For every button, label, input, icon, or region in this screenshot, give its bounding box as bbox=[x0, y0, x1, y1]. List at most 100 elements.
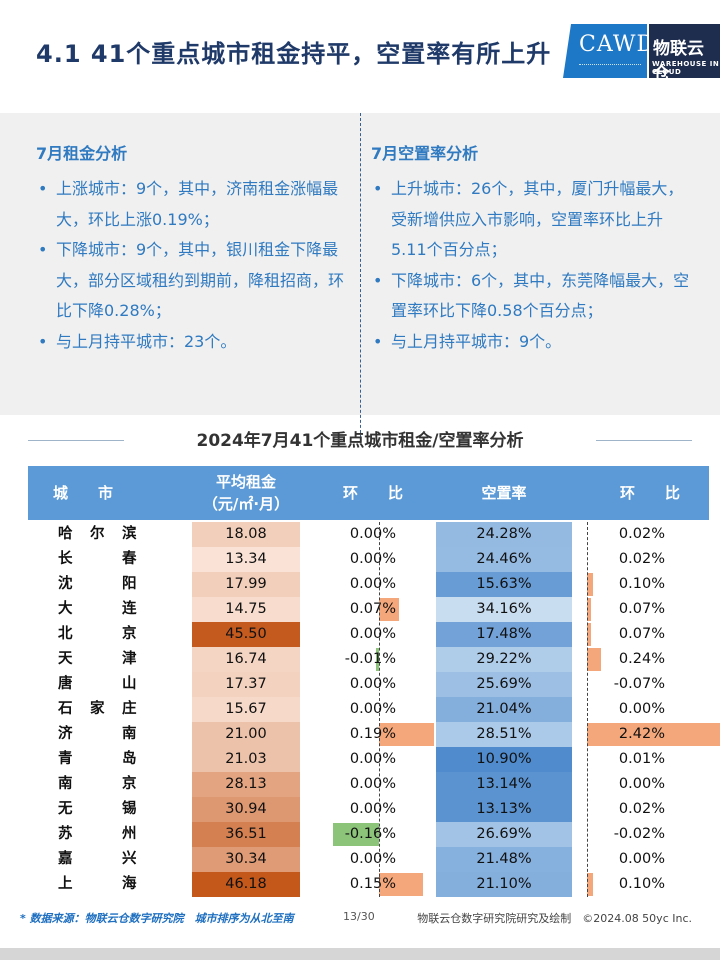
table-row: 上海 46.18 0.15% 21.10% 0.10% bbox=[0, 872, 720, 897]
rent-change-value: -0.16% bbox=[344, 826, 396, 842]
city-char: 北 bbox=[58, 626, 73, 642]
city-char: 唐 bbox=[58, 676, 73, 692]
table-row: 大连 14.75 0.07% 34.16% 0.07% bbox=[0, 597, 720, 622]
vacancy-value: 24.28% bbox=[436, 522, 572, 547]
header-rent-label: 平均租金 bbox=[215, 473, 276, 491]
city-cell: 长春 bbox=[58, 547, 137, 572]
vacancy-value: 15.63% bbox=[436, 572, 572, 597]
vacancy-value: 26.69% bbox=[436, 822, 572, 847]
rent-value: 45.50 bbox=[192, 622, 300, 647]
rent-change-value: 0.00% bbox=[349, 851, 396, 867]
city-char: 济 bbox=[58, 726, 73, 742]
vacancy-bullet: 与上月持平城市：9个。 bbox=[371, 327, 693, 358]
vacancy-change-value: 0.02% bbox=[618, 551, 665, 567]
vacancy-change-axis bbox=[587, 522, 588, 897]
vacancy-value: 21.04% bbox=[436, 697, 572, 722]
logo-en-text: WAREHOUSE IN CLOUD bbox=[652, 60, 720, 76]
header-vacancy: 空置率 bbox=[481, 484, 527, 502]
rent-value: 17.37 bbox=[192, 672, 300, 697]
cawd-logo-text: CAWD bbox=[579, 32, 656, 57]
vacancy-analysis-heading: 7月空置率分析 bbox=[371, 144, 479, 163]
table-row: 北京 45.50 0.00% 17.48% 0.07% bbox=[0, 622, 720, 647]
rent-change-bar bbox=[379, 873, 423, 896]
rent-value: 18.08 bbox=[192, 522, 300, 547]
vacancy-change-value: 0.00% bbox=[618, 701, 665, 717]
vacancy-value: 28.51% bbox=[436, 722, 572, 747]
city-char: 天 bbox=[58, 651, 73, 667]
vacancy-value: 10.90% bbox=[436, 747, 572, 772]
table-row: 青岛 21.03 0.00% 10.90% 0.01% bbox=[0, 747, 720, 772]
rent-change-value: 0.00% bbox=[349, 751, 396, 767]
header-rent-unit: （元/㎡·月） bbox=[202, 495, 290, 513]
vacancy-change-bar bbox=[587, 623, 592, 646]
vacancy-change-value: 0.01% bbox=[618, 751, 665, 767]
city-cell: 南京 bbox=[58, 772, 137, 797]
city-char: 海 bbox=[122, 876, 137, 892]
table-header: 城 市 平均租金 （元/㎡·月） 环 比 空置率 环 比 bbox=[28, 466, 709, 520]
city-char: 连 bbox=[122, 601, 137, 617]
header-rent: 平均租金 （元/㎡·月） bbox=[192, 466, 300, 520]
city-char: 长 bbox=[58, 551, 73, 567]
city-char: 春 bbox=[122, 551, 137, 567]
rent-value: 30.34 bbox=[192, 847, 300, 872]
vacancy-change-bar bbox=[587, 648, 602, 671]
vacancy-change-bar bbox=[587, 723, 720, 746]
vacancy-analysis: 7月空置率分析 上升城市：26个，其中，厦门升幅最大，受新增供应入市影响，空置率… bbox=[371, 140, 693, 357]
city-cell: 沈阳 bbox=[58, 572, 137, 597]
city-char: 津 bbox=[122, 651, 137, 667]
city-char: 嘉 bbox=[58, 851, 73, 867]
city-cell: 青岛 bbox=[58, 747, 137, 772]
rent-analysis-heading: 7月租金分析 bbox=[36, 144, 128, 163]
vacancy-change-bar bbox=[587, 873, 593, 896]
vacancy-change-value: 0.02% bbox=[618, 801, 665, 817]
table-title-row: 2024年7月41个重点城市租金/空置率分析 bbox=[0, 426, 720, 451]
vacancy-change-value: 0.07% bbox=[618, 626, 665, 642]
rent-change-value: 0.07% bbox=[349, 601, 396, 617]
rent-bullet: 上涨城市：9个，其中，济南租金涨幅最大，环比上涨0.19%； bbox=[36, 174, 358, 235]
rent-change-value: 0.00% bbox=[349, 526, 396, 542]
vacancy-value: 13.13% bbox=[436, 797, 572, 822]
table-row: 长春 13.34 0.00% 24.46% 0.02% bbox=[0, 547, 720, 572]
city-char: 州 bbox=[122, 826, 137, 842]
header-city: 城 市 bbox=[52, 484, 113, 502]
city-cell: 唐山 bbox=[58, 672, 137, 697]
city-cell: 北京 bbox=[58, 622, 137, 647]
table-row: 唐山 17.37 0.00% 25.69% -0.07% bbox=[0, 672, 720, 697]
vacancy-value: 21.48% bbox=[436, 847, 572, 872]
city-char: 石 bbox=[58, 701, 73, 717]
city-char: 阳 bbox=[122, 576, 137, 592]
city-cell: 苏州 bbox=[58, 822, 137, 847]
city-char: 苏 bbox=[58, 826, 73, 842]
page-title: 4.1 41个重点城市租金持平，空置率有所上升 bbox=[36, 40, 552, 68]
cawd-logo: CAWD bbox=[563, 24, 647, 78]
vacancy-change-value: 0.00% bbox=[618, 851, 665, 867]
city-char: 庄 bbox=[122, 701, 137, 717]
city-char: 岛 bbox=[122, 751, 137, 767]
rent-analysis: 7月租金分析 上涨城市：9个，其中，济南租金涨幅最大，环比上涨0.19%； 下降… bbox=[36, 140, 358, 357]
rent-change-value: 0.00% bbox=[349, 626, 396, 642]
vacancy-change-value: 0.00% bbox=[618, 776, 665, 792]
vacancy-change-bar bbox=[587, 598, 592, 621]
city-cell: 天津 bbox=[58, 647, 137, 672]
rent-value: 16.74 bbox=[192, 647, 300, 672]
vacancy-change-value: 0.02% bbox=[618, 526, 665, 542]
table-title: 2024年7月41个重点城市租金/空置率分析 bbox=[196, 431, 524, 451]
rent-value: 21.03 bbox=[192, 747, 300, 772]
rent-change-bar bbox=[376, 648, 379, 671]
rent-value: 15.67 bbox=[192, 697, 300, 722]
city-cell: 无锡 bbox=[58, 797, 137, 822]
rent-change-axis bbox=[379, 522, 380, 897]
vacancy-change-value: 0.24% bbox=[618, 651, 665, 667]
rent-change-bar bbox=[379, 598, 400, 621]
city-char: 大 bbox=[58, 601, 73, 617]
vacancy-bullet: 上升城市：26个，其中，厦门升幅最大，受新增供应入市影响，空置率环比上升5.11… bbox=[371, 174, 693, 266]
city-char: 南 bbox=[122, 726, 137, 742]
vacancy-change-value: -0.02% bbox=[613, 826, 665, 842]
city-char: 无 bbox=[58, 801, 73, 817]
title-rule-left bbox=[28, 440, 124, 441]
city-cell: 上海 bbox=[58, 872, 137, 897]
credit: 物联云仓数字研究院研究及绘制 ©2024.08 50yc Inc. bbox=[417, 912, 692, 925]
vacancy-change-bar bbox=[587, 573, 593, 596]
city-cell: 哈尔滨 bbox=[58, 522, 137, 547]
rent-change-value: 0.19% bbox=[349, 726, 396, 742]
